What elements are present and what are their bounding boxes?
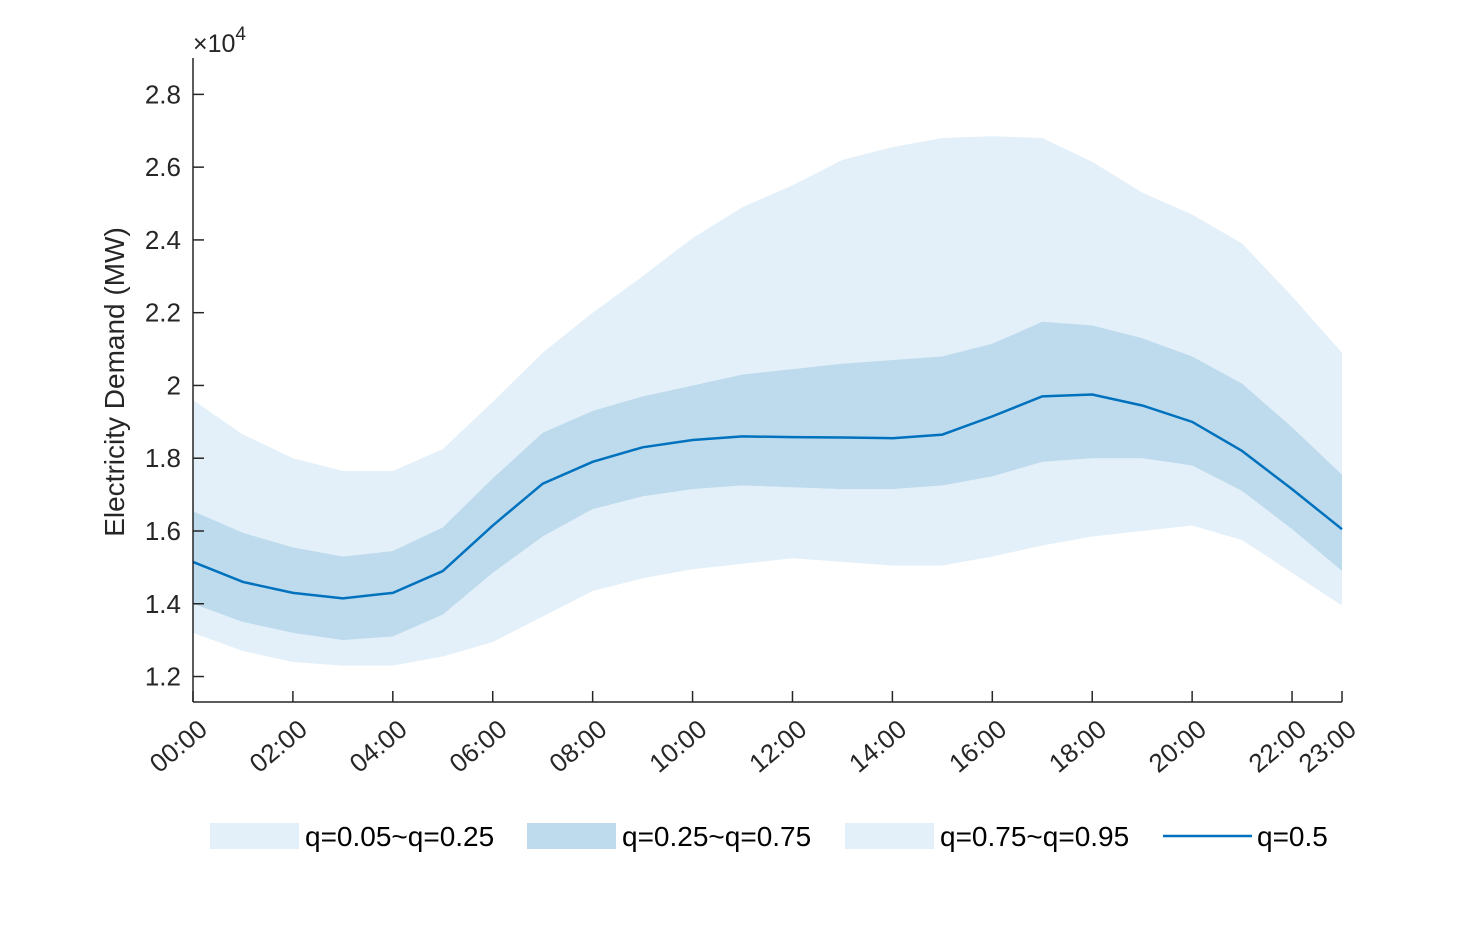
legend-swatch [527, 823, 616, 849]
x-tick-label: 12:00 [743, 714, 812, 779]
legend-label: q=0.5 [1257, 821, 1328, 852]
x-tick-label: 14:00 [843, 714, 912, 779]
y-tick-label: 1.6 [145, 516, 181, 546]
multiplier-exponent: 4 [235, 24, 246, 45]
x-tick-label: 23:00 [1293, 714, 1362, 779]
quantile-bands [193, 136, 1342, 666]
legend-swatch [210, 823, 299, 849]
legend-label: q=0.05~q=0.25 [305, 821, 494, 852]
legend-swatch [845, 823, 934, 849]
y-tick-label: 2.8 [145, 79, 181, 109]
band-q25-q75 [193, 321, 1342, 641]
y-tick-label: 1.4 [145, 589, 181, 619]
y-tick-label: 2.4 [145, 225, 181, 255]
x-tick-label: 04:00 [344, 714, 413, 779]
y-tick-label: 2.2 [145, 298, 181, 328]
legend-label: q=0.75~q=0.95 [940, 821, 1129, 852]
x-tick-label: 08:00 [543, 714, 612, 779]
x-tick-label: 10:00 [643, 714, 712, 779]
x-tick-label: 22:00 [1243, 714, 1312, 779]
y-tick-label: 1.8 [145, 443, 181, 473]
x-tick-label: 16:00 [943, 714, 1012, 779]
x-tick-label: 20:00 [1143, 714, 1212, 779]
y-ticks: 1.2 1.4 1.6 1.8 2 2.2 2.4 2.6 2.8 [145, 79, 204, 692]
x-tick-label: 18:00 [1043, 714, 1112, 779]
legend-label: q=0.25~q=0.75 [622, 821, 811, 852]
y-tick-label: 1.2 [145, 662, 181, 692]
legend: q=0.05~q=0.25 q=0.25~q=0.75 q=0.75~q=0.95 q… [210, 821, 1328, 852]
y-tick-label: 2.6 [145, 152, 181, 182]
x-tick-label: 06:00 [443, 714, 512, 779]
x-tick-label: 00:00 [144, 714, 213, 779]
median-line-q50 [192, 393, 1343, 600]
band-q05-q25 [193, 458, 1342, 666]
x-tick-label: 02:00 [244, 714, 313, 779]
band-q75-q95 [193, 136, 1342, 557]
multiplier-base: ×10 [193, 30, 235, 58]
y-tick-label: 2 [167, 370, 181, 400]
x-ticks: 00:00 02:00 04:00 06:00 08:00 10:00 12:00 14:00… [144, 691, 1362, 778]
y-axis-multiplier: ×104 [193, 24, 246, 58]
y-axis-title: Electricity Demand (MW) [99, 227, 130, 537]
